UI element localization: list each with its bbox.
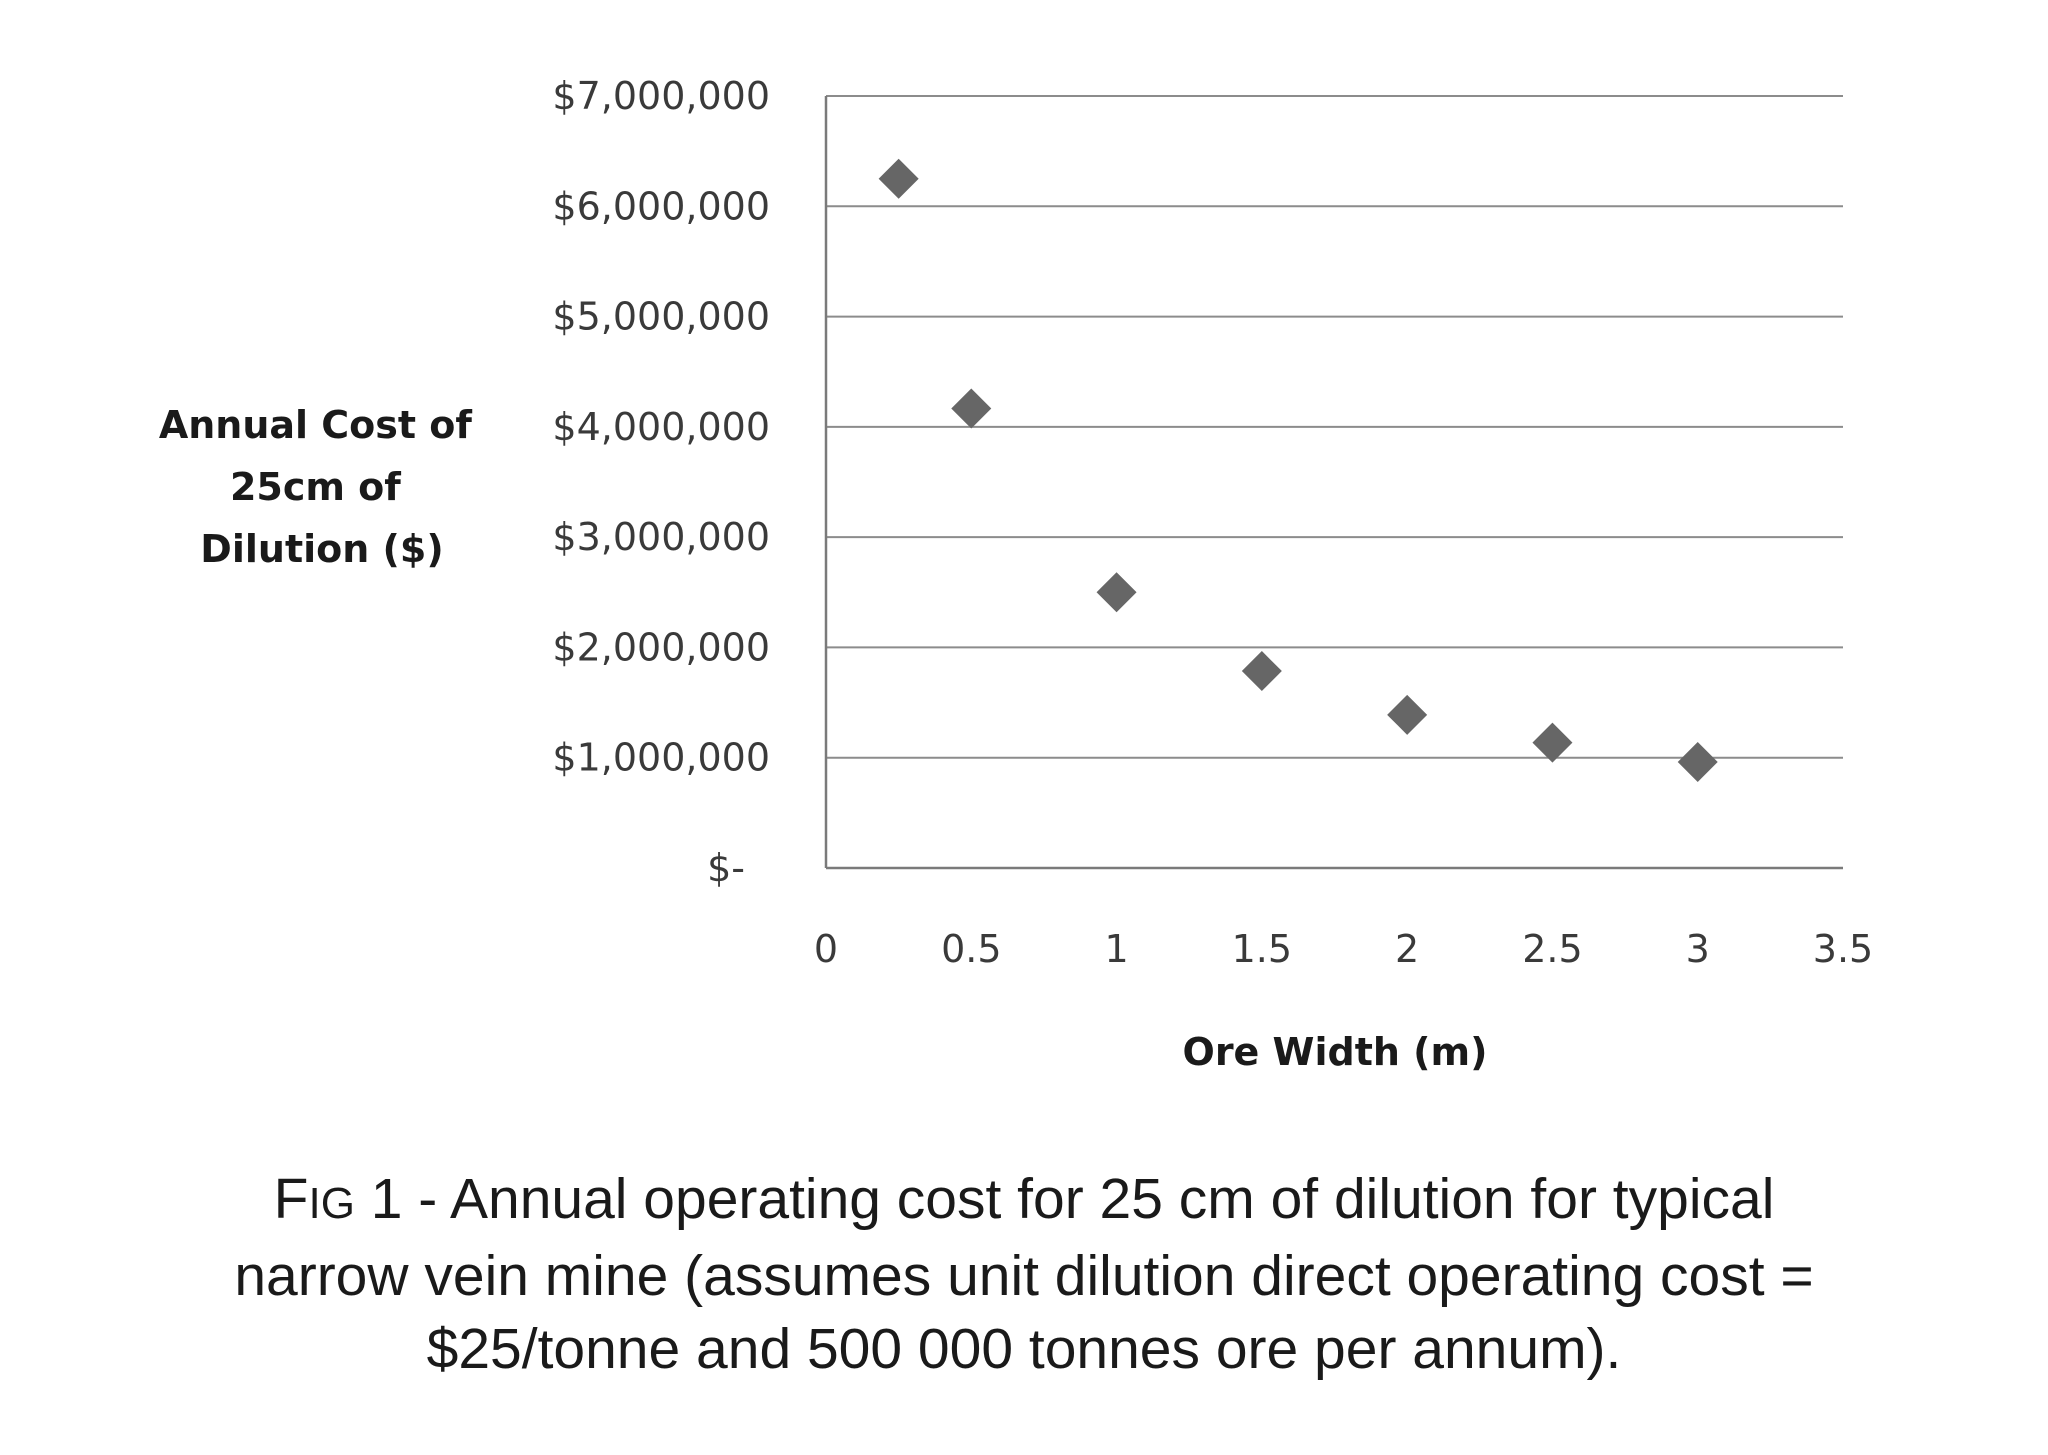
y-axis-title-line-1: Annual Cost of <box>159 403 473 447</box>
caption-fig-letter: F <box>273 1167 309 1231</box>
caption-line-1-text: 1 - Annual operating cost for 25 cm of d… <box>354 1167 1775 1231</box>
y-tick-label: $7,000,000 <box>552 74 770 118</box>
data-point <box>1387 694 1428 735</box>
data-point <box>1096 572 1137 613</box>
figure-caption: FIG 1 - Annual operating cost for 25 cm … <box>124 1163 1924 1386</box>
x-tick-label: 3.5 <box>1813 927 1873 971</box>
data-points <box>878 158 1718 782</box>
y-tick-label: $- <box>707 846 745 890</box>
gridlines <box>826 95 1843 759</box>
caption-line-3: $25/tonne and 500 000 tonnes ore per ann… <box>426 1317 1622 1381</box>
caption-line-1: FIG 1 - Annual operating cost for 25 cm … <box>124 1163 1924 1240</box>
data-point <box>1677 741 1718 782</box>
data-point <box>1241 651 1282 692</box>
axes <box>824 96 1843 870</box>
y-axis-title-line-2: 25cm of <box>230 465 401 509</box>
x-tick-label: 0 <box>814 927 838 971</box>
x-tick-label: 2.5 <box>1522 927 1582 971</box>
data-point <box>878 158 919 199</box>
data-point <box>951 388 992 429</box>
data-point <box>1532 722 1573 763</box>
x-axis-title: Ore Width (m) <box>1183 1030 1488 1074</box>
caption-fig-smallcaps: IG <box>308 1179 355 1228</box>
x-tick-label: 2 <box>1395 927 1419 971</box>
y-tick-label: $5,000,000 <box>552 295 770 339</box>
x-tick-label: 3 <box>1686 927 1710 971</box>
x-tick-label: 1 <box>1104 927 1128 971</box>
scatter-chart: $- $1,000,000 $2,000,000 $3,000,000 $4,000,0… <box>159 74 1873 1074</box>
y-axis-title: Annual Cost of 25cm of Dilution ($) <box>159 403 485 571</box>
y-tick-label: $1,000,000 <box>552 736 770 780</box>
y-tick-label: $3,000,000 <box>552 515 770 559</box>
y-axis-title-line-3: Dilution ($) <box>200 527 443 571</box>
y-tick-label: $6,000,000 <box>552 184 770 228</box>
y-tick-label: $2,000,000 <box>552 625 770 669</box>
caption-line-2: narrow vein mine (assumes unit dilution … <box>234 1244 1814 1308</box>
x-tick-label: 1.5 <box>1232 927 1292 971</box>
y-tick-labels: $- $1,000,000 $2,000,000 $3,000,000 $4,000,0… <box>552 74 770 890</box>
x-tick-label: 0.5 <box>941 927 1001 971</box>
y-tick-label: $4,000,000 <box>552 405 770 449</box>
x-tick-labels: 0 0.5 1 1.5 2 2.5 3 3.5 <box>814 927 1873 971</box>
